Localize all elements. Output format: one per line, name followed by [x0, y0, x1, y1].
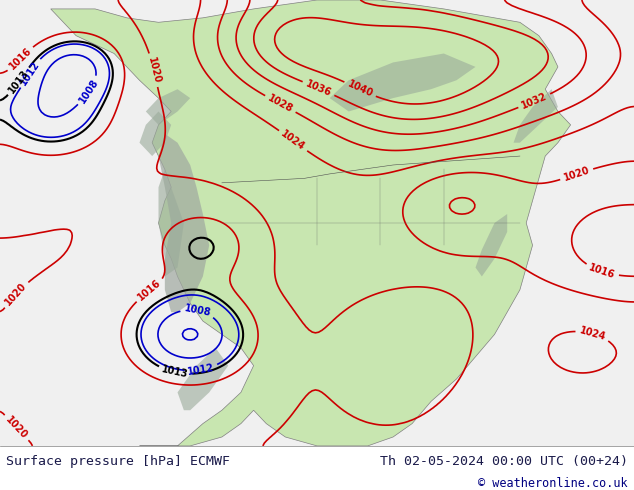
Text: 1016: 1016 — [7, 46, 34, 72]
Text: 1020: 1020 — [3, 281, 29, 308]
Text: 1024: 1024 — [279, 129, 307, 153]
Text: 1036: 1036 — [304, 78, 333, 98]
Text: 1020: 1020 — [562, 165, 591, 183]
Polygon shape — [514, 89, 558, 143]
Text: Th 02-05-2024 00:00 UTC (00+24): Th 02-05-2024 00:00 UTC (00+24) — [380, 455, 628, 468]
Text: © weatheronline.co.uk: © weatheronline.co.uk — [478, 477, 628, 490]
Text: 1016: 1016 — [136, 278, 164, 303]
Polygon shape — [51, 0, 571, 446]
Polygon shape — [178, 348, 228, 410]
Text: 1013: 1013 — [7, 68, 31, 96]
Polygon shape — [158, 170, 184, 276]
Text: 1040: 1040 — [346, 79, 374, 99]
Text: 1008: 1008 — [77, 77, 101, 105]
Text: Surface pressure [hPa] ECMWF: Surface pressure [hPa] ECMWF — [6, 455, 230, 468]
Text: 1020: 1020 — [3, 415, 29, 441]
Text: 1008: 1008 — [183, 303, 212, 318]
Polygon shape — [158, 134, 209, 312]
Text: 1032: 1032 — [520, 91, 549, 111]
Text: 1028: 1028 — [266, 93, 295, 115]
Polygon shape — [330, 53, 476, 112]
Polygon shape — [476, 214, 507, 276]
Text: 1012: 1012 — [186, 363, 215, 377]
Text: 1013: 1013 — [161, 365, 190, 380]
Text: 1012: 1012 — [18, 59, 41, 87]
Polygon shape — [146, 89, 190, 125]
Text: 1016: 1016 — [588, 262, 616, 280]
Text: 1020: 1020 — [146, 56, 162, 84]
Text: 1024: 1024 — [578, 325, 607, 343]
Polygon shape — [139, 112, 171, 156]
